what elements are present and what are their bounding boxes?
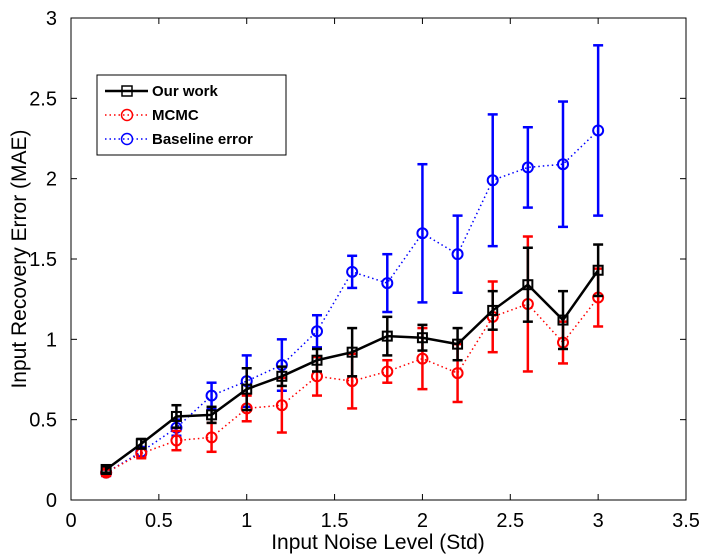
- error-bar-baseline-error: [312, 313, 322, 349]
- data-point-our-work: [557, 314, 569, 326]
- error-bar-our-work: [522, 246, 533, 323]
- data-point-mcmc: [381, 365, 394, 378]
- data-point-our-work: [241, 383, 253, 395]
- y-tick-label: 0: [46, 490, 57, 512]
- legend: Our work MCMC Baseline error: [96, 74, 287, 156]
- error-bar-our-work: [382, 315, 393, 357]
- y-tick-label: 0.5: [29, 410, 57, 432]
- data-point-baseline-error: [416, 227, 429, 240]
- error-bar-baseline-error: [452, 214, 463, 294]
- y-tick-label: 1.5: [29, 249, 57, 271]
- series-layer: [100, 44, 605, 479]
- error-bar-our-work: [347, 326, 358, 378]
- data-point-baseline-error: [346, 265, 359, 278]
- x-tick-labels: 0 0.5 1 1.5 2 2.5 3 3.5: [65, 510, 699, 532]
- x-tick-label: 0.5: [145, 510, 173, 532]
- data-point-our-work: [592, 264, 604, 276]
- y-tick-label: 1: [46, 329, 57, 351]
- legend-swatch-our-work-marker: [121, 85, 133, 97]
- data-point-our-work: [346, 346, 358, 358]
- data-point-baseline-error: [592, 124, 605, 137]
- error-bar-baseline-error: [487, 113, 498, 248]
- data-point-our-work: [522, 279, 534, 291]
- error-bar-our-work: [276, 365, 287, 388]
- data-point-our-work: [206, 409, 218, 421]
- y-tick-label: 2: [46, 169, 57, 191]
- error-bar-our-work: [312, 347, 322, 373]
- data-point-our-work: [381, 330, 393, 342]
- data-point-mcmc: [275, 399, 288, 412]
- data-point-our-work: [170, 410, 182, 422]
- y-tick-label: 3: [46, 8, 57, 30]
- error-bar-baseline-error: [382, 252, 393, 314]
- error-bar-our-work: [487, 289, 498, 331]
- data-point-baseline-error: [205, 389, 218, 402]
- error-bar-mcmc: [171, 429, 182, 452]
- error-bar-our-work: [558, 289, 568, 351]
- y-axis-label: Input Recovery Error (MAE): [8, 129, 31, 388]
- data-point-mcmc: [416, 352, 429, 365]
- error-bar-baseline-error: [593, 44, 604, 217]
- data-point-baseline-error: [521, 161, 534, 174]
- x-tick-label: 1.5: [321, 510, 349, 532]
- x-tick-label: 1: [241, 510, 252, 532]
- data-point-mcmc: [170, 434, 183, 447]
- data-point-baseline-error: [311, 325, 323, 338]
- data-point-our-work: [452, 338, 464, 350]
- data-point-our-work: [311, 354, 323, 366]
- data-point-baseline-error: [557, 158, 569, 171]
- data-point-our-work: [416, 332, 428, 344]
- legend-swatch-mcmc-marker: [120, 108, 134, 122]
- x-tick-label: 3: [593, 510, 604, 532]
- error-bar-baseline-error: [347, 254, 358, 290]
- error-bar-our-work: [101, 465, 112, 474]
- error-bar-our-work: [171, 403, 182, 429]
- y-tick-label: 2.5: [29, 88, 57, 110]
- data-point-our-work: [487, 304, 499, 316]
- x-axis-label: Input Noise Level (Std): [271, 531, 485, 554]
- error-bar-baseline-error: [522, 126, 533, 209]
- error-bar-our-work: [417, 323, 428, 352]
- data-point-baseline-error: [486, 174, 499, 187]
- error-bar-baseline-error: [417, 162, 428, 304]
- data-point-mcmc: [451, 367, 464, 380]
- legend-swatch-baseline-marker: [120, 132, 134, 146]
- x-tick-label: 0: [65, 510, 76, 532]
- axis-ticks: [70, 17, 687, 501]
- data-point-mcmc: [205, 431, 218, 444]
- data-point-baseline-error: [381, 277, 394, 290]
- error-bar-our-work: [593, 243, 604, 298]
- error-bar-baseline-error: [558, 100, 568, 229]
- series-our-work: [100, 243, 604, 475]
- error-bar-our-work: [452, 326, 463, 362]
- error-bar-mcmc: [382, 358, 393, 384]
- legend-label-mcmc: MCMC: [152, 107, 199, 124]
- x-tick-label: 2.5: [496, 510, 524, 532]
- legend-label-our-work: Our work: [152, 83, 219, 100]
- data-point-our-work: [100, 463, 112, 475]
- y-tick-labels: 0 0.5 1 1.5 2 2.5 3: [29, 8, 57, 512]
- x-tick-label: 2: [417, 510, 428, 532]
- error-bar-our-work: [241, 367, 252, 412]
- data-point-baseline-error: [451, 248, 464, 261]
- x-tick-label: 3.5: [672, 510, 700, 532]
- data-point-our-work: [135, 438, 147, 450]
- legend-label-baseline-error: Baseline error: [152, 131, 253, 148]
- data-point-our-work: [276, 370, 288, 382]
